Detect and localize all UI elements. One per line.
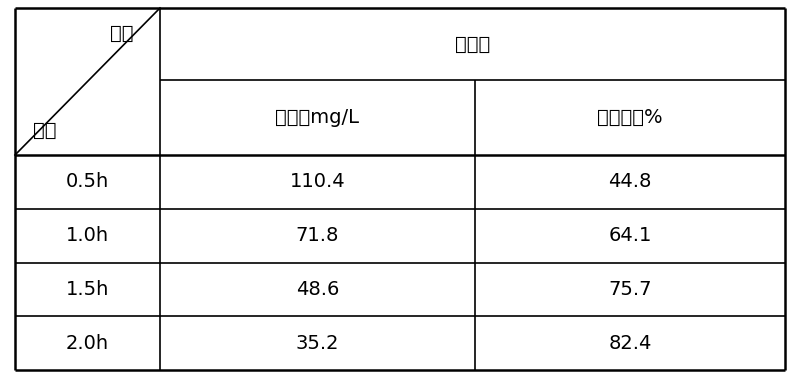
Text: 110.4: 110.4: [290, 172, 346, 191]
Text: 44.8: 44.8: [608, 172, 652, 191]
Text: 35.2: 35.2: [296, 334, 339, 353]
Text: 处理后: 处理后: [455, 35, 490, 54]
Text: 时间: 时间: [34, 121, 57, 140]
Text: 0.5h: 0.5h: [66, 172, 109, 191]
Text: 2.0h: 2.0h: [66, 334, 109, 353]
Text: 1.5h: 1.5h: [66, 280, 109, 299]
Text: 75.7: 75.7: [608, 280, 652, 299]
Text: 71.8: 71.8: [296, 226, 339, 245]
Text: 数据: 数据: [110, 24, 134, 43]
Text: 48.6: 48.6: [296, 280, 339, 299]
Text: 1.0h: 1.0h: [66, 226, 109, 245]
Text: 64.1: 64.1: [608, 226, 652, 245]
Text: 氯苯，mg/L: 氯苯，mg/L: [275, 108, 359, 127]
Text: 去除率，%: 去除率，%: [597, 108, 663, 127]
Text: 82.4: 82.4: [608, 334, 652, 353]
